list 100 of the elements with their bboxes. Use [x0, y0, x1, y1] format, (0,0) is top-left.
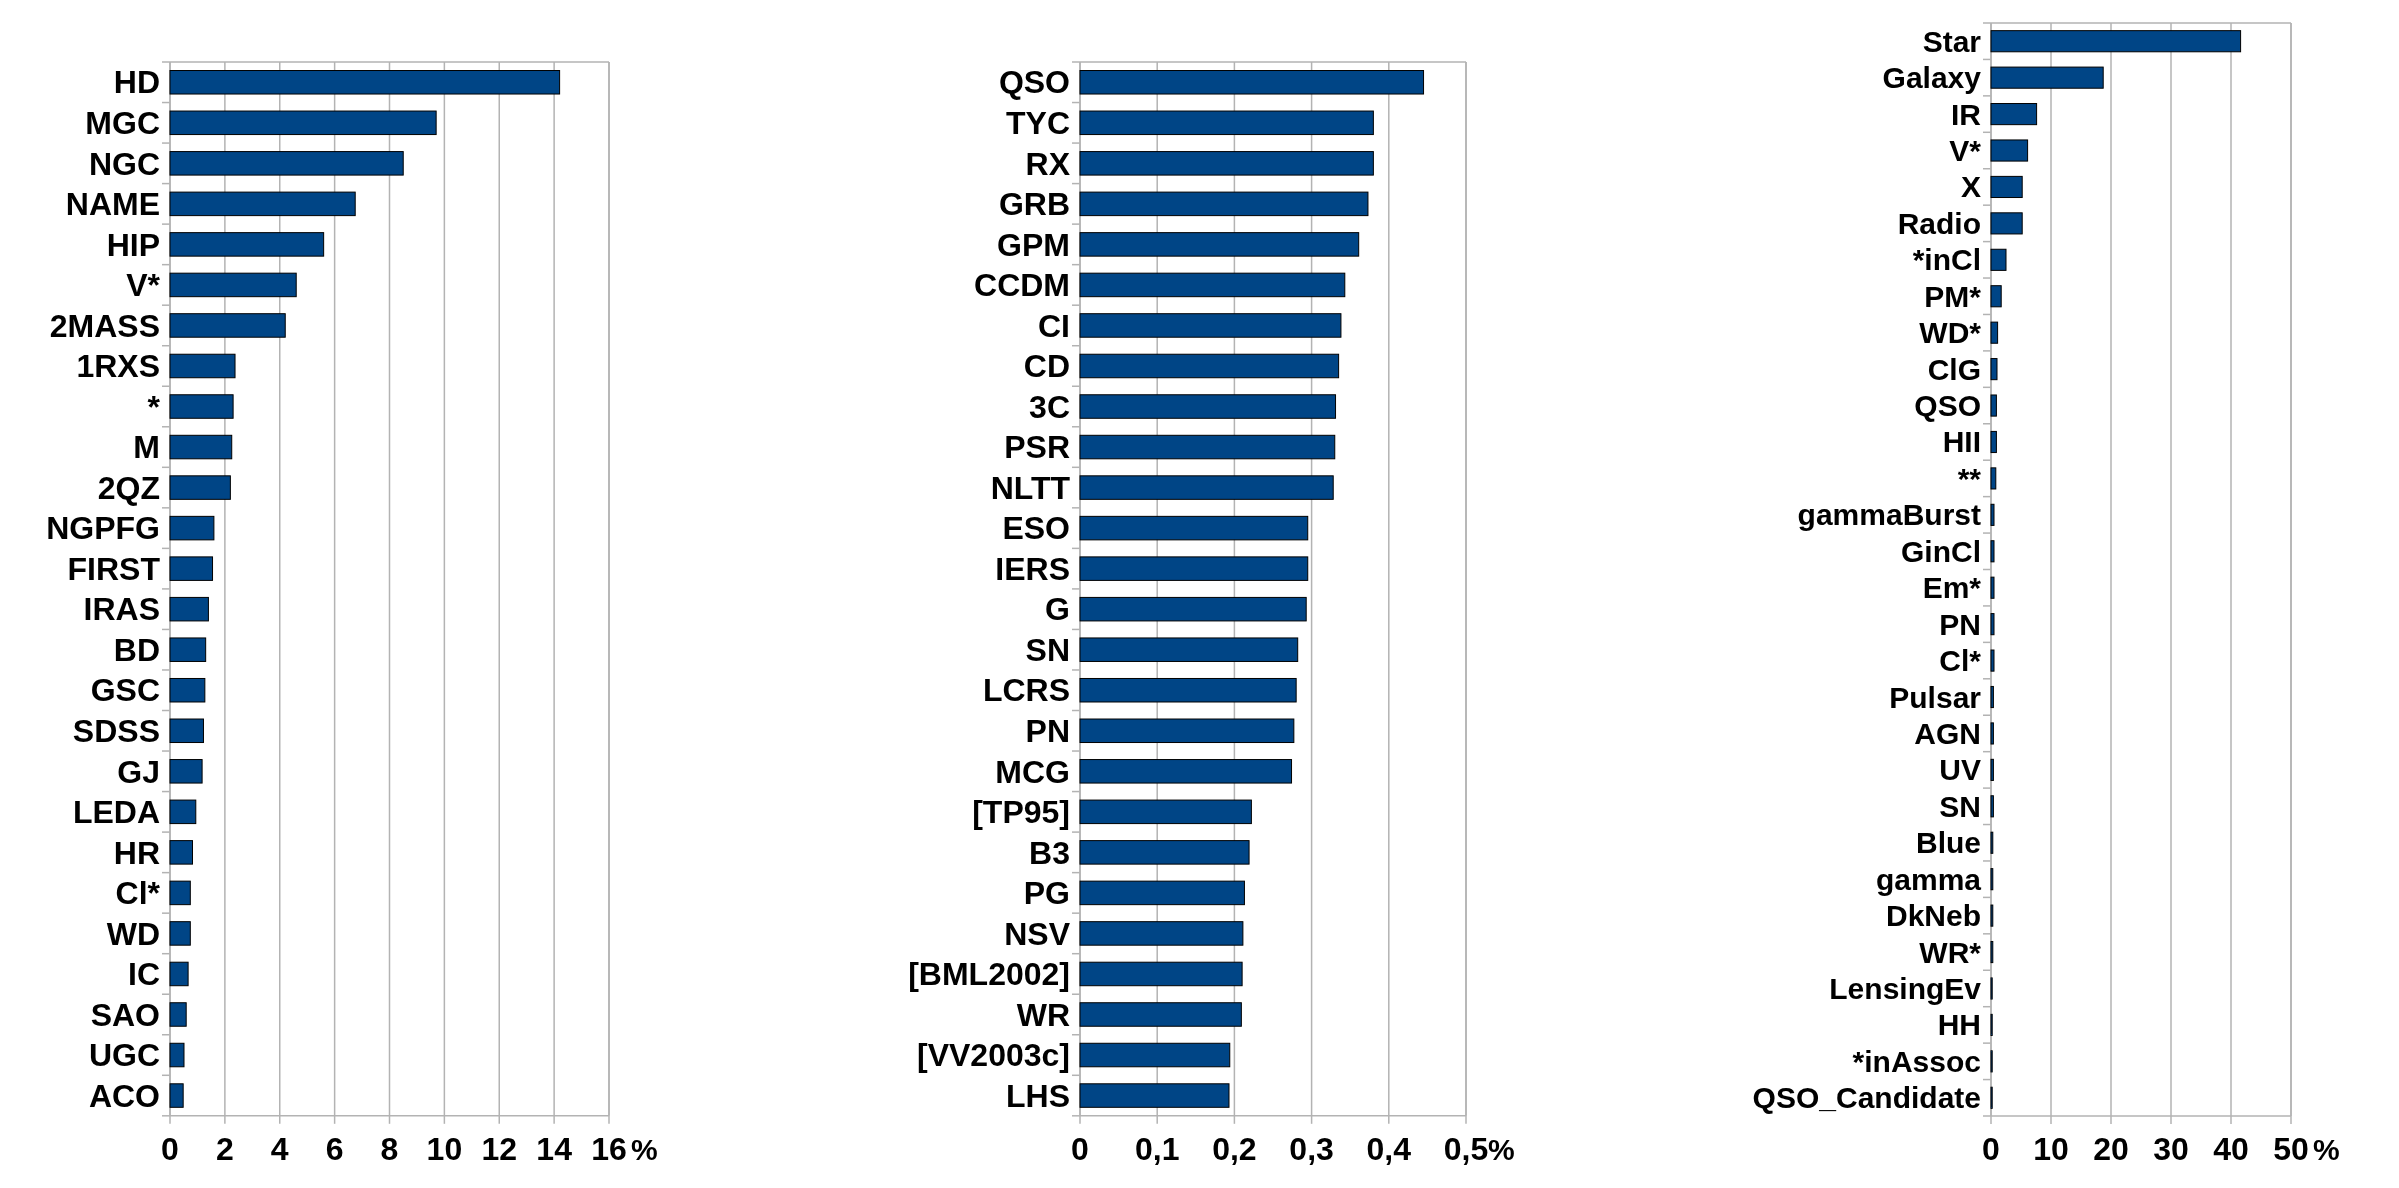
y-tick-label: Blue: [1915, 826, 1981, 860]
y-tick-label: gamma: [1875, 862, 1982, 896]
y-tick-label: M: [133, 429, 160, 466]
bar: [169, 353, 236, 379]
bar: [1990, 103, 2038, 126]
x-tick-label: 40: [2213, 1131, 2249, 1167]
x-tick-label: 0: [161, 1130, 179, 1167]
bar: [169, 677, 206, 703]
bar: [1079, 272, 1346, 298]
bar: [169, 880, 191, 906]
bar: [169, 434, 233, 460]
y-tick-label: Cl*: [115, 875, 161, 912]
y-tick-label: QSO: [1914, 389, 1981, 423]
x-tick-label: 4: [270, 1130, 289, 1167]
y-tick-label: LHS: [1006, 1077, 1070, 1114]
x-tick-label: 0,2: [1212, 1130, 1257, 1167]
y-tick-label: [TP95]: [972, 794, 1070, 831]
bar: [1079, 596, 1307, 622]
bar: [169, 394, 234, 419]
x-tick-label: 8: [380, 1130, 399, 1167]
y-tick-label: 1RXS: [76, 348, 160, 385]
y-tick-label: UV: [1939, 753, 1981, 787]
bar: [1079, 1083, 1230, 1108]
y-tick-label: NGC: [88, 145, 160, 182]
y-tick-label: HR: [113, 834, 160, 871]
bar: [1079, 70, 1425, 95]
bar: [1990, 248, 2007, 271]
bar: [1990, 66, 2104, 89]
bar: [1079, 677, 1297, 703]
y-tick-label: *: [147, 388, 161, 425]
bar: [169, 110, 437, 136]
bar: [169, 961, 189, 987]
bar: [1990, 175, 2023, 199]
bar: [1990, 212, 2023, 235]
x-axis-title: %: [631, 1132, 658, 1166]
bar: [1079, 961, 1243, 987]
y-tick-label: AGN: [1914, 716, 1981, 750]
y-tick-label: CD: [1023, 348, 1070, 385]
y-tick-label: G: [1045, 591, 1070, 628]
bar: [1990, 649, 1995, 672]
y-tick-label: PM*: [1924, 279, 1982, 313]
bar: [1079, 353, 1340, 379]
x-tick-label: 0,5: [1443, 1130, 1489, 1167]
y-tick-label: QSO_Candidate: [1752, 1081, 1981, 1115]
bar: [169, 637, 207, 662]
bar: [1990, 394, 1997, 417]
bar: [1079, 475, 1334, 500]
bar: [1990, 139, 2029, 162]
y-tick-label: FIRST: [67, 550, 161, 587]
bar: [169, 70, 561, 95]
bar: [1079, 880, 1245, 906]
y-tick-label: Galaxy: [1882, 61, 1982, 95]
x-tick-label: 0,4: [1366, 1130, 1412, 1167]
y-tick-label: GinCl: [1901, 534, 1981, 568]
y-tick-label: SDSS: [72, 712, 160, 749]
bar: [1990, 613, 1995, 636]
bar: [1990, 285, 2002, 308]
y-tick-label: WR: [1016, 996, 1070, 1033]
y-tick-label: LCRS: [982, 672, 1070, 709]
y-tick-label: B3: [1029, 834, 1070, 871]
bar: [1990, 30, 2242, 53]
bar: [1990, 540, 1995, 563]
y-tick-label: RX: [1025, 145, 1071, 182]
y-tick-label: Em*: [1922, 571, 1982, 605]
bar: [169, 1042, 185, 1068]
bar: [169, 556, 214, 581]
y-tick-label: BD: [113, 631, 160, 668]
y-tick-label: PN: [1939, 607, 1981, 641]
y-tick-label: WD: [106, 915, 160, 952]
y-tick-label: MGC: [85, 105, 160, 141]
x-tick-label: 0: [1071, 1130, 1089, 1167]
y-tick-label: UGC: [88, 1037, 160, 1074]
y-tick-label: WR*: [1919, 935, 1982, 969]
y-tick-label: NLTT: [990, 469, 1071, 506]
y-tick-label: Pulsar: [1889, 680, 1982, 714]
bar: [1079, 151, 1374, 176]
x-tick-label: 14: [536, 1130, 573, 1167]
bar: [169, 596, 209, 622]
y-tick-label: LEDA: [72, 794, 160, 831]
y-tick-label: IERS: [995, 550, 1070, 587]
bar: [1079, 556, 1309, 581]
x-tick-label: 0,3: [1289, 1130, 1334, 1167]
y-tick-label: [VV2003c]: [917, 1037, 1070, 1074]
y-tick-label: 2QZ: [97, 469, 160, 506]
bar: [169, 313, 286, 338]
x-tick-label: 0: [1982, 1131, 2000, 1167]
y-tick-label: ESO: [1002, 510, 1070, 547]
y-tick-label: Cl*: [1939, 644, 1982, 678]
y-tick-label: WD*: [1919, 316, 1982, 350]
y-tick-label: GRB: [998, 186, 1070, 223]
y-tick-label: IC: [128, 956, 160, 993]
y-tick-label: HII: [1942, 425, 1981, 459]
y-tick-label: ClG: [1927, 352, 1981, 386]
bar: [1990, 467, 1997, 490]
y-tick-label: PN: [1025, 712, 1070, 749]
bar: [1990, 358, 1998, 381]
y-tick-label: X: [1960, 170, 1981, 204]
x-tick-label: 6: [325, 1130, 344, 1167]
x-tick-label: 10: [2033, 1131, 2069, 1167]
x-axis-title: %: [2313, 1133, 2340, 1166]
